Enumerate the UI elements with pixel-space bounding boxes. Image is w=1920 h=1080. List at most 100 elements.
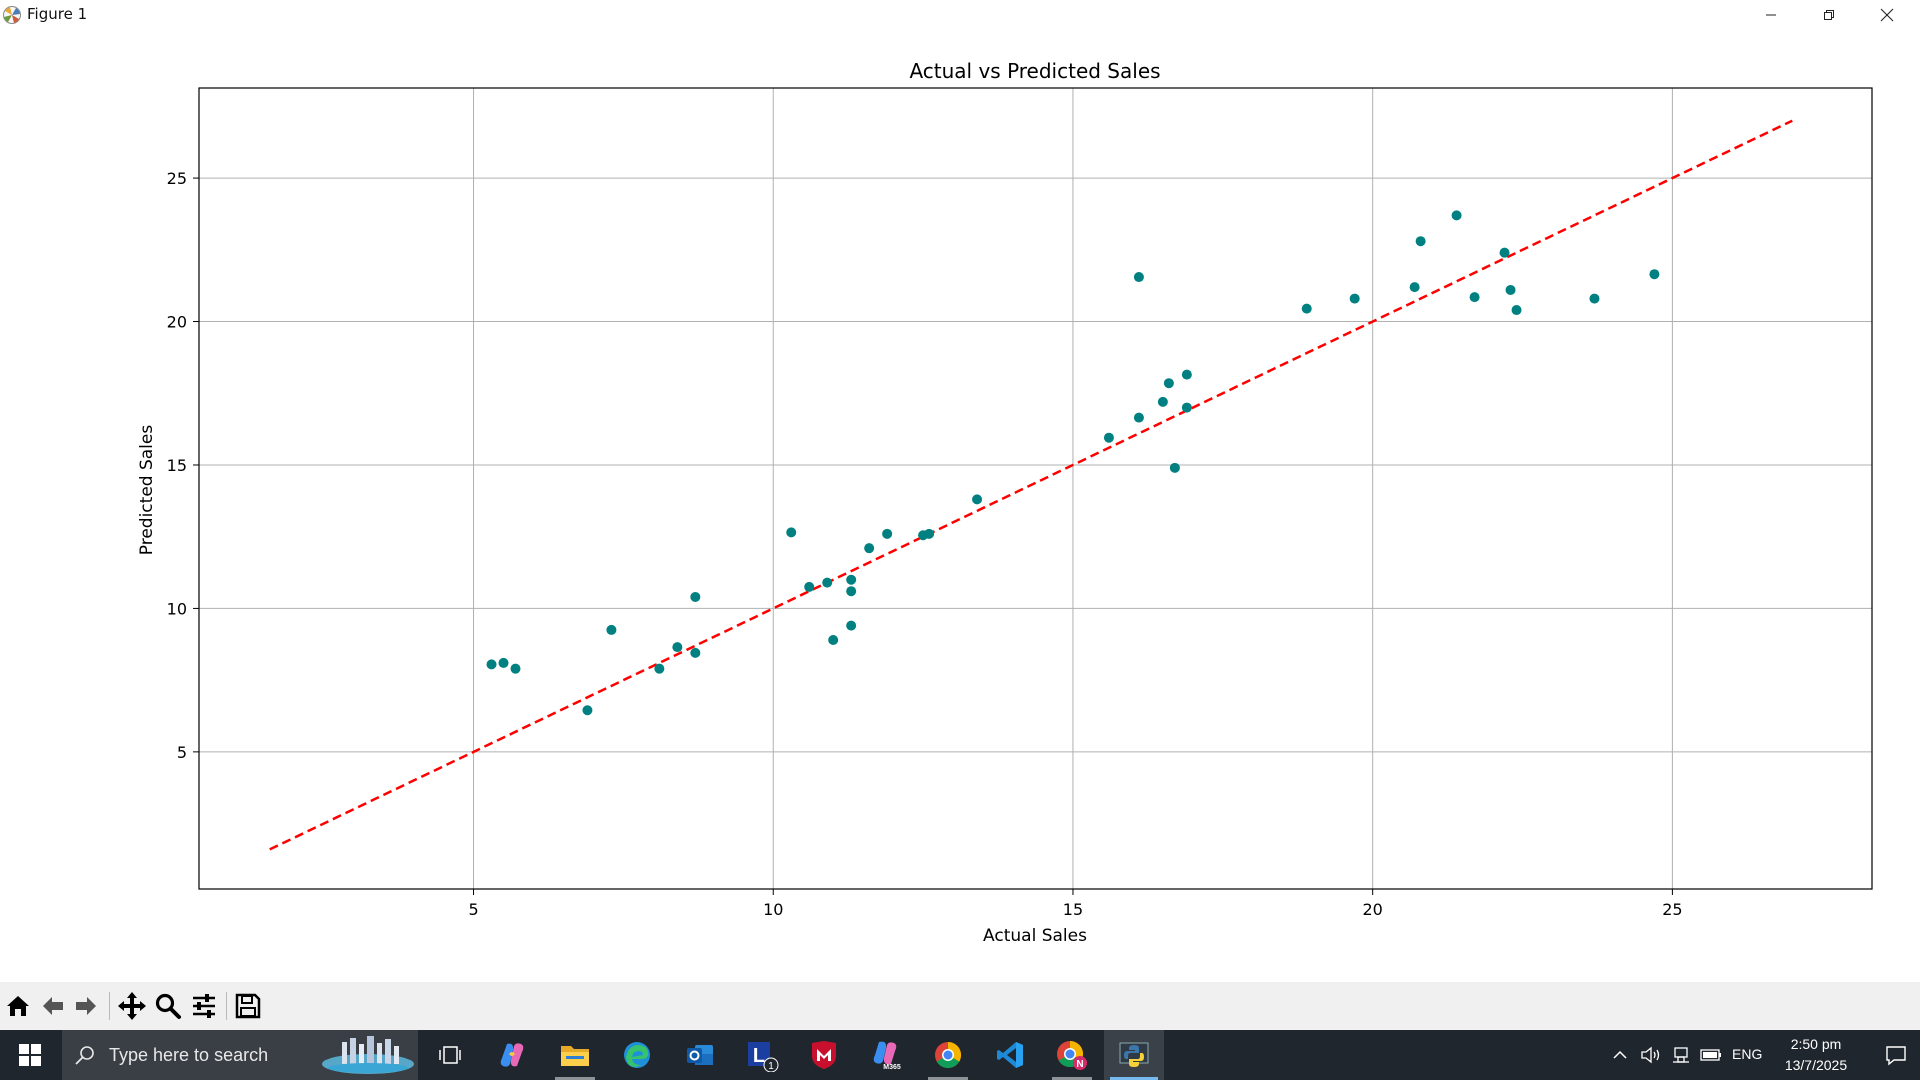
data-point <box>822 577 833 588</box>
data-point <box>498 657 509 668</box>
data-points <box>486 210 1660 716</box>
home-button[interactable] <box>2 990 34 1022</box>
network-button[interactable] <box>1668 1030 1694 1080</box>
data-point <box>1301 303 1312 314</box>
clock[interactable]: 2:50 pm 13/7/2025 <box>1768 1034 1864 1076</box>
restore-button[interactable] <box>1800 0 1858 30</box>
data-point <box>828 634 839 645</box>
battery-button[interactable] <box>1696 1030 1726 1080</box>
data-point <box>582 705 593 716</box>
lens-icon: L 1 <box>748 1042 779 1072</box>
mcafee-shield-icon <box>812 1041 836 1069</box>
microsoft-365-app[interactable]: M365 <box>858 1030 914 1080</box>
forward-arrow-icon <box>76 997 96 1015</box>
data-point <box>1469 292 1480 303</box>
zoom-button[interactable] <box>152 990 184 1022</box>
python-icon <box>1119 1042 1149 1067</box>
restore-icon <box>1824 10 1834 20</box>
chevron-up-icon <box>1613 1050 1627 1059</box>
chrome-icon <box>935 1041 962 1069</box>
m365-label: M365 <box>883 1064 901 1071</box>
outlook-icon <box>687 1045 713 1065</box>
y-tick-label: 5 <box>177 743 187 762</box>
data-point <box>1181 402 1192 413</box>
microsoft-365-icon: M365 <box>873 1041 901 1071</box>
x-tick-label: 10 <box>763 900 783 919</box>
data-point <box>486 659 497 670</box>
data-point <box>786 527 797 538</box>
x-axis-label: Actual Sales <box>983 926 1087 946</box>
data-point <box>1511 305 1522 316</box>
data-point <box>1181 369 1192 380</box>
search-highlight-image <box>322 1036 414 1074</box>
x-tick-label: 5 <box>468 900 478 919</box>
home-icon <box>7 996 29 1016</box>
figure-canvas[interactable]: 5 10 15 20 25 5 10 15 20 25 Actual vs Predicted S… <box>0 30 1920 982</box>
y-tick-label: 15 <box>167 456 187 475</box>
python-app[interactable] <box>1104 1030 1164 1080</box>
show-hidden-icons-button[interactable] <box>1606 1030 1634 1080</box>
data-point <box>606 624 617 635</box>
data-point <box>1349 293 1360 304</box>
forward-button[interactable] <box>70 990 102 1022</box>
scatter-plot: 5 10 15 20 25 5 10 15 20 25 Actual vs Predicted S… <box>137 59 1873 946</box>
chrome-profile-badge: N <box>1076 1059 1083 1070</box>
file-explorer-app[interactable] <box>547 1030 603 1080</box>
close-icon <box>1880 8 1894 22</box>
data-point <box>1133 412 1144 423</box>
edge-icon <box>624 1042 650 1068</box>
battery-icon <box>1700 1049 1721 1061</box>
data-point <box>1409 282 1420 293</box>
folder-icon <box>561 1046 589 1066</box>
title-bar[interactable]: Figure 1 <box>0 0 1920 30</box>
data-point <box>1649 269 1660 280</box>
svg-text:L: L <box>753 1045 765 1067</box>
y-tick-label: 20 <box>167 313 187 332</box>
data-point <box>882 528 893 539</box>
clock-date: 13/7/2025 <box>1784 1057 1848 1073</box>
data-point <box>1103 432 1114 443</box>
data-point <box>846 586 857 597</box>
action-center-button[interactable] <box>1872 1030 1920 1080</box>
configure-subplots-button[interactable] <box>188 990 220 1022</box>
pan-button[interactable] <box>116 990 148 1022</box>
window-title: Figure 1 <box>27 5 88 23</box>
taskbar-search-box[interactable]: Type here to search <box>62 1030 418 1080</box>
navigation-toolbar <box>0 982 1920 1030</box>
lens-app[interactable]: L 1 <box>734 1030 790 1080</box>
data-point <box>864 543 875 554</box>
clock-time: 2:50 pm <box>1790 1036 1842 1052</box>
reference-line-layer <box>269 119 1793 851</box>
figure-window: Figure 1 5 10 15 20 25 5 10 15 20 25 Actual vs Pr… <box>0 0 1920 1030</box>
task-view-button[interactable] <box>422 1030 478 1080</box>
data-point <box>1133 272 1144 283</box>
subplots-config-icon <box>193 994 215 1018</box>
task-view-icon <box>439 1046 461 1064</box>
chrome-app[interactable] <box>920 1030 976 1080</box>
back-button[interactable] <box>37 990 69 1022</box>
data-point <box>846 574 857 585</box>
x-tick-label: 15 <box>1063 900 1083 919</box>
copilot-app[interactable] <box>484 1030 540 1080</box>
input-language-indicator[interactable]: ENG <box>1732 1046 1763 1062</box>
axes-frame <box>198 87 1873 890</box>
chrome-profile-app[interactable]: N <box>1044 1030 1100 1080</box>
data-point <box>924 528 935 539</box>
vscode-app[interactable] <box>982 1030 1038 1080</box>
data-point <box>672 642 683 653</box>
volume-button[interactable] <box>1636 1030 1666 1080</box>
mcafee-app[interactable] <box>796 1030 852 1080</box>
save-button[interactable] <box>232 990 264 1022</box>
data-point <box>690 647 701 658</box>
outlook-app[interactable] <box>672 1030 728 1080</box>
minimize-button[interactable] <box>1742 0 1800 30</box>
close-button[interactable] <box>1858 0 1916 30</box>
ticks: 5 10 15 20 25 5 10 15 20 25 <box>167 169 1683 919</box>
data-point <box>1589 293 1600 304</box>
pan-icon <box>118 992 146 1020</box>
back-arrow-icon <box>43 997 63 1015</box>
y-axis-label: Predicted Sales <box>137 425 157 556</box>
edge-app[interactable] <box>609 1030 665 1080</box>
start-button[interactable] <box>0 1030 60 1080</box>
minimize-icon <box>1766 14 1776 16</box>
